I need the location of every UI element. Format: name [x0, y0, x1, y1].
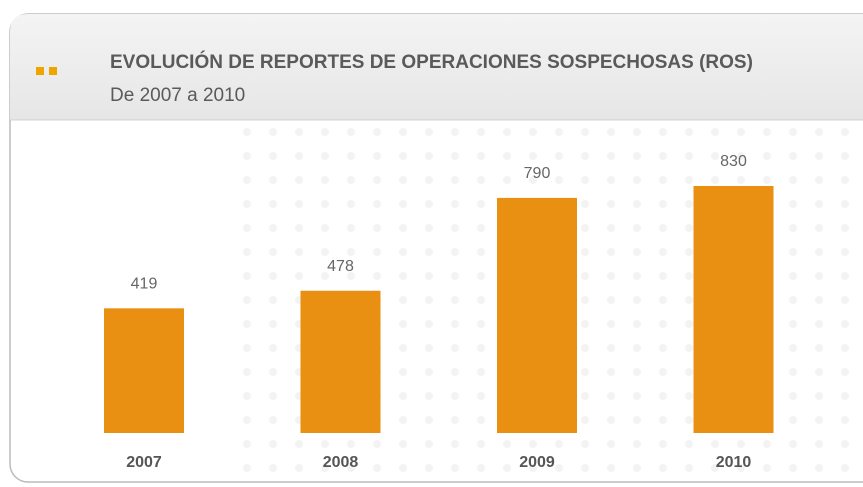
chart-title: EVOLUCIÓN DE REPORTES DE OPERACIONES SOS…: [110, 51, 753, 73]
value-label: 830: [720, 153, 747, 170]
chart-subtitle: De 2007 a 2010: [110, 85, 245, 106]
x-tick-label: 2009: [519, 454, 555, 471]
x-tick-label: 2008: [323, 454, 359, 471]
x-tick-label: 2010: [716, 454, 752, 471]
icon: [36, 67, 44, 75]
x-tick-label: 2007: [126, 454, 162, 471]
bar: [693, 186, 774, 433]
bar: [497, 197, 577, 433]
bar: [300, 290, 381, 433]
value-label: 478: [327, 258, 354, 275]
header-band: [10, 14, 863, 120]
icon: [49, 67, 57, 75]
bar: [104, 308, 184, 433]
value-label: 419: [131, 276, 158, 293]
value-label: 790: [524, 165, 551, 182]
